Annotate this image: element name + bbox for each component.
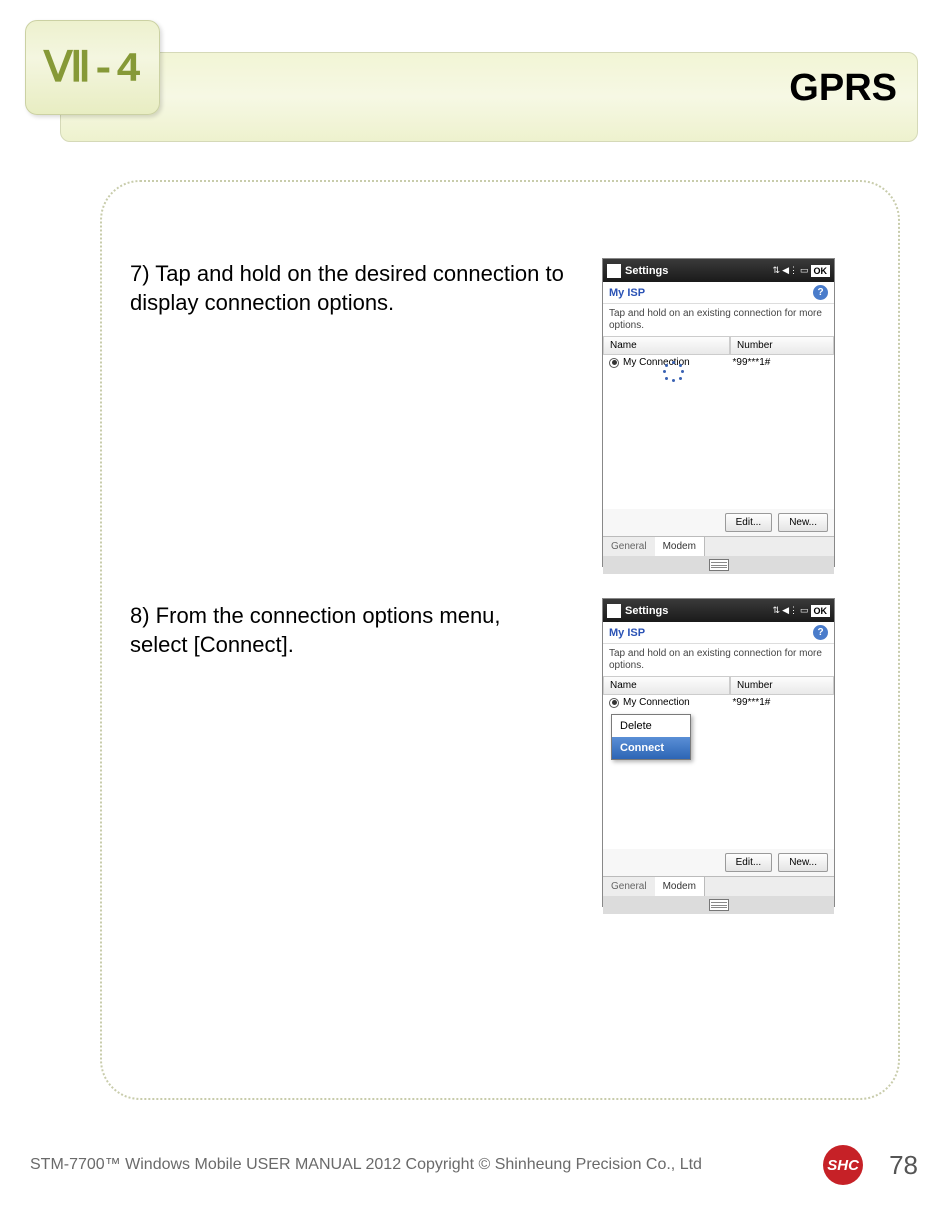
button-row: Edit... New... — [603, 849, 834, 876]
footer-text: STM-7700™ Windows Mobile USER MANUAL 201… — [30, 1156, 823, 1174]
wm-title: Settings — [625, 605, 668, 617]
wm-title: Settings — [625, 265, 668, 277]
wm-subheader: My ISP ? — [603, 282, 834, 304]
tab-general[interactable]: General — [603, 537, 655, 556]
isp-label: My ISP — [609, 627, 645, 639]
col-number[interactable]: Number — [730, 676, 834, 695]
wm-start[interactable]: Settings — [607, 604, 668, 618]
isp-label: My ISP — [609, 287, 645, 299]
hint-text: Tap and hold on an existing connection f… — [603, 304, 834, 336]
keyboard-icon[interactable] — [709, 559, 729, 571]
connection-row[interactable]: My Connection *99***1# — [603, 355, 834, 370]
tab-modem[interactable]: Modem — [655, 537, 705, 556]
keyboard-icon[interactable] — [709, 899, 729, 911]
ok-button[interactable]: OK — [811, 265, 831, 277]
help-icon[interactable]: ? — [813, 285, 828, 300]
chapter-label: Ⅶ-4 — [44, 42, 141, 94]
column-headers: Name Number — [603, 336, 834, 355]
connection-number: *99***1# — [733, 697, 829, 708]
header-banner: GPRS — [60, 52, 918, 142]
sip-bar[interactable] — [603, 896, 834, 914]
wm-status-icons: ⇅ ◀⋮ ▭ OK — [773, 605, 830, 617]
step-8-text: 8) From the connection options menu, sel… — [130, 602, 600, 659]
col-number[interactable]: Number — [730, 336, 834, 355]
menu-connect[interactable]: Connect — [612, 737, 690, 759]
screenshot-step7: Settings ⇅ ◀⋮ ▭ OK My ISP ? Tap and hold… — [602, 258, 835, 567]
help-icon[interactable]: ? — [813, 625, 828, 640]
edit-button[interactable]: Edit... — [725, 853, 773, 872]
connection-row[interactable]: My Connection *99***1# — [603, 695, 834, 710]
context-menu: Delete Connect — [611, 714, 691, 760]
wm-titlebar: Settings ⇅ ◀⋮ ▭ OK — [603, 259, 834, 282]
new-button[interactable]: New... — [778, 513, 828, 532]
battery-icon: ▭ — [800, 265, 809, 276]
volume-icon: ◀⋮ — [782, 605, 798, 616]
windows-flag-icon — [607, 604, 621, 618]
windows-flag-icon — [607, 264, 621, 278]
connection-name: My Connection — [623, 697, 733, 708]
step-7-text: 7) Tap and hold on the desired connectio… — [130, 260, 600, 317]
volume-icon: ◀⋮ — [782, 265, 798, 276]
wm-subheader: My ISP ? — [603, 622, 834, 644]
radio-icon[interactable] — [609, 698, 619, 708]
tab-modem[interactable]: Modem — [655, 877, 705, 896]
button-row: Edit... New... — [603, 509, 834, 536]
shc-logo: SHC — [823, 1145, 863, 1185]
signal-icon: ⇅ — [773, 605, 781, 616]
new-button[interactable]: New... — [778, 853, 828, 872]
column-headers: Name Number — [603, 676, 834, 695]
tab-general[interactable]: General — [603, 877, 655, 896]
battery-icon: ▭ — [800, 605, 809, 616]
hint-text: Tap and hold on an existing connection f… — [603, 644, 834, 676]
radio-icon[interactable] — [609, 358, 619, 368]
tap-hold-indicator — [663, 361, 685, 383]
page-title: GPRS — [789, 67, 897, 110]
chapter-tab: Ⅶ-4 — [25, 20, 160, 115]
page-number: 78 — [889, 1150, 918, 1181]
footer: STM-7700™ Windows Mobile USER MANUAL 201… — [0, 1145, 948, 1185]
connection-list: My Connection *99***1# — [603, 355, 834, 509]
wm-start[interactable]: Settings — [607, 264, 668, 278]
screenshot-step8: Settings ⇅ ◀⋮ ▭ OK My ISP ? Tap and hold… — [602, 598, 835, 907]
col-name[interactable]: Name — [603, 336, 730, 355]
sip-bar[interactable] — [603, 556, 834, 574]
signal-icon: ⇅ — [773, 265, 781, 276]
tabs: General Modem — [603, 876, 834, 896]
edit-button[interactable]: Edit... — [725, 513, 773, 532]
col-name[interactable]: Name — [603, 676, 730, 695]
tabs: General Modem — [603, 536, 834, 556]
connection-number: *99***1# — [733, 357, 829, 368]
wm-status-icons: ⇅ ◀⋮ ▭ OK — [773, 265, 830, 277]
menu-delete[interactable]: Delete — [612, 715, 690, 737]
wm-titlebar: Settings ⇅ ◀⋮ ▭ OK — [603, 599, 834, 622]
ok-button[interactable]: OK — [811, 605, 831, 617]
